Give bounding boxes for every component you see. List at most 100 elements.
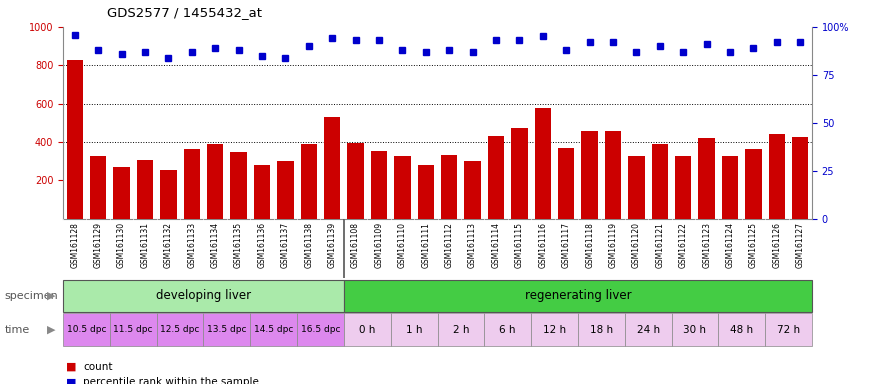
Bar <box>390 313 438 346</box>
Text: 0 h: 0 h <box>359 324 375 335</box>
Bar <box>417 165 434 219</box>
Text: ▶: ▶ <box>47 291 56 301</box>
Text: GSM161138: GSM161138 <box>304 222 313 268</box>
Bar <box>203 313 250 346</box>
Bar <box>344 313 390 346</box>
Text: GSM161119: GSM161119 <box>608 222 618 268</box>
Text: 72 h: 72 h <box>777 324 800 335</box>
Text: count: count <box>83 362 113 372</box>
Text: regenerating liver: regenerating liver <box>525 290 631 302</box>
Bar <box>746 149 761 219</box>
Text: GSM161131: GSM161131 <box>140 222 150 268</box>
Bar <box>628 156 645 219</box>
Bar <box>698 138 715 219</box>
Text: GSM161120: GSM161120 <box>632 222 641 268</box>
Bar <box>250 313 298 346</box>
Bar <box>488 136 504 219</box>
Text: time: time <box>4 324 30 335</box>
Bar <box>625 313 672 346</box>
Text: GSM161113: GSM161113 <box>468 222 477 268</box>
Text: GSM161117: GSM161117 <box>562 222 570 268</box>
Bar <box>324 117 340 219</box>
Bar <box>230 152 247 219</box>
Text: developing liver: developing liver <box>156 290 251 302</box>
Bar <box>90 157 106 219</box>
Text: 48 h: 48 h <box>731 324 753 335</box>
Bar <box>395 157 410 219</box>
Text: 18 h: 18 h <box>590 324 612 335</box>
Text: GSM161127: GSM161127 <box>795 222 805 268</box>
Text: 13.5 dpc: 13.5 dpc <box>207 325 247 334</box>
Text: GSM161111: GSM161111 <box>421 222 430 268</box>
Text: 10.5 dpc: 10.5 dpc <box>66 325 106 334</box>
Bar <box>184 149 200 219</box>
Bar <box>485 313 531 346</box>
Bar <box>298 313 344 346</box>
Text: specimen: specimen <box>4 291 58 301</box>
Bar <box>441 155 458 219</box>
Text: 11.5 dpc: 11.5 dpc <box>114 325 153 334</box>
Text: ■: ■ <box>66 377 76 384</box>
Text: GSM161109: GSM161109 <box>374 222 383 268</box>
Text: GSM161108: GSM161108 <box>351 222 360 268</box>
Text: GSM161124: GSM161124 <box>725 222 735 268</box>
Bar <box>769 134 785 219</box>
Bar <box>63 313 110 346</box>
Text: 2 h: 2 h <box>452 324 469 335</box>
Text: GSM161133: GSM161133 <box>187 222 196 268</box>
Text: 12 h: 12 h <box>543 324 566 335</box>
Bar <box>652 144 668 219</box>
Bar <box>792 137 808 219</box>
Bar <box>465 161 480 219</box>
Text: GSM161123: GSM161123 <box>702 222 711 268</box>
Text: GDS2577 / 1455432_at: GDS2577 / 1455432_at <box>107 6 262 19</box>
Bar <box>344 280 812 312</box>
Text: 12.5 dpc: 12.5 dpc <box>160 325 200 334</box>
Bar <box>254 165 270 219</box>
Bar <box>438 313 485 346</box>
Bar <box>605 131 621 219</box>
Text: GSM161125: GSM161125 <box>749 222 758 268</box>
Text: GSM161126: GSM161126 <box>773 222 781 268</box>
Text: 16.5 dpc: 16.5 dpc <box>301 325 340 334</box>
Text: GSM161114: GSM161114 <box>492 222 500 268</box>
Text: GSM161130: GSM161130 <box>117 222 126 268</box>
Text: GSM161112: GSM161112 <box>444 222 454 268</box>
Bar <box>207 144 223 219</box>
Text: GSM161139: GSM161139 <box>327 222 337 268</box>
Text: GSM161122: GSM161122 <box>679 222 688 268</box>
Text: percentile rank within the sample: percentile rank within the sample <box>83 377 259 384</box>
Text: GSM161116: GSM161116 <box>538 222 548 268</box>
Bar <box>582 131 598 219</box>
Bar <box>511 127 528 219</box>
Text: GSM161118: GSM161118 <box>585 222 594 268</box>
Text: GSM161132: GSM161132 <box>164 222 173 268</box>
Bar <box>157 313 203 346</box>
Bar <box>765 313 812 346</box>
Bar <box>531 313 578 346</box>
Text: GSM161136: GSM161136 <box>257 222 267 268</box>
Bar <box>301 144 317 219</box>
Text: 30 h: 30 h <box>683 324 706 335</box>
Bar <box>672 313 718 346</box>
Bar <box>136 161 153 219</box>
Text: ▶: ▶ <box>47 324 56 335</box>
Bar <box>718 313 765 346</box>
Bar <box>347 143 364 219</box>
Bar <box>676 157 691 219</box>
Text: GSM161134: GSM161134 <box>211 222 220 268</box>
Text: GSM161128: GSM161128 <box>70 222 80 268</box>
Bar <box>578 313 625 346</box>
Text: GSM161110: GSM161110 <box>398 222 407 268</box>
Text: 6 h: 6 h <box>500 324 516 335</box>
Bar <box>558 148 574 219</box>
Bar <box>110 313 157 346</box>
Text: GSM161115: GSM161115 <box>514 222 524 268</box>
Text: 24 h: 24 h <box>637 324 660 335</box>
Text: GSM161121: GSM161121 <box>655 222 664 268</box>
Text: GSM161135: GSM161135 <box>234 222 243 268</box>
Text: 14.5 dpc: 14.5 dpc <box>254 325 293 334</box>
Bar <box>722 157 738 219</box>
Bar <box>535 108 551 219</box>
Text: 1 h: 1 h <box>406 324 423 335</box>
